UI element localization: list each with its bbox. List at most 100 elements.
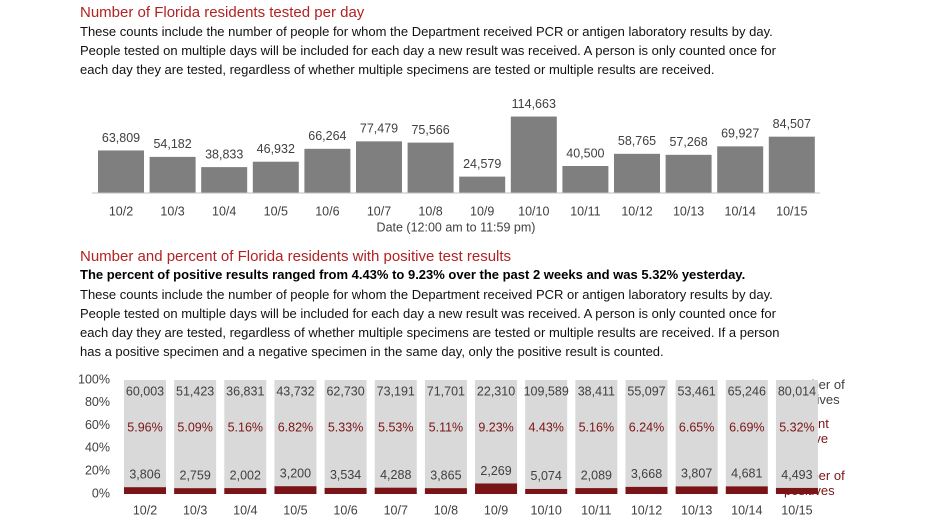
- positive-segment: [575, 488, 618, 494]
- value-label: 24,579: [463, 157, 501, 171]
- x-tick-label: 10/4: [233, 503, 257, 517]
- positives-label: 3,806: [129, 468, 160, 482]
- value-label: 77,479: [360, 122, 398, 136]
- bar: [768, 136, 815, 193]
- x-tick-label: 10/5: [283, 503, 307, 517]
- x-tick-label: 10/9: [484, 503, 508, 517]
- x-tick-label: 10/3: [160, 204, 184, 218]
- x-tick-label: 10/14: [725, 204, 756, 218]
- x-tick-label: 10/2: [109, 204, 133, 218]
- description: These counts include the number of peopl…: [80, 24, 776, 77]
- value-label: 57,268: [669, 135, 707, 149]
- positive-segment: [224, 488, 267, 494]
- bar: [407, 142, 454, 193]
- negatives-label: 55,097: [627, 384, 665, 398]
- bar-background: [374, 380, 417, 494]
- x-tick-label: 10/12: [631, 503, 662, 517]
- value-label: 66,264: [308, 129, 346, 143]
- bar: [149, 156, 196, 193]
- value-label: 58,765: [618, 134, 656, 148]
- value-label: 75,566: [411, 123, 449, 137]
- percent-label: 5.09%: [177, 420, 212, 434]
- x-tick-label: 10/10: [518, 204, 549, 218]
- x-tick-label: 10/11: [581, 503, 611, 517]
- negatives-label: 60,003: [126, 384, 164, 398]
- positives-label: 2,269: [480, 464, 511, 478]
- positive-segment: [324, 487, 367, 494]
- bar: [252, 161, 299, 193]
- negatives-label: 62,730: [326, 384, 364, 398]
- bar-background: [124, 380, 166, 494]
- x-tick-label: 10/12: [621, 204, 652, 218]
- value-label: 54,182: [153, 137, 191, 151]
- x-tick-label: 10/5: [264, 204, 288, 218]
- y-tick-label: 20%: [85, 463, 110, 477]
- summary: The percent of positive results ranged f…: [80, 267, 746, 282]
- x-tick-label: 10/8: [434, 503, 458, 517]
- bar-background: [725, 380, 768, 494]
- bar: [717, 146, 764, 193]
- x-tick-label: 10/8: [418, 204, 442, 218]
- value-label: 40,500: [566, 146, 604, 160]
- percent-label: 5.53%: [378, 420, 413, 434]
- negatives-label: 36,831: [226, 384, 264, 398]
- negatives-label: 51,423: [176, 384, 214, 398]
- x-tick-label: 10/14: [731, 503, 762, 517]
- x-axis-label: Date (12:00 am to 11:59 pm): [377, 220, 536, 234]
- positives-label: 4,681: [731, 467, 762, 481]
- x-tick-label: 10/6: [333, 503, 357, 517]
- negatives-label: 22,310: [477, 384, 515, 398]
- percent-label: 6.65%: [679, 420, 714, 434]
- positive-segment: [675, 486, 718, 494]
- bar-background: [224, 380, 267, 494]
- positives-label: 4,493: [781, 468, 812, 482]
- positives-label: 3,534: [330, 468, 361, 482]
- x-tick-label: 10/9: [470, 204, 494, 218]
- positive-segment: [725, 486, 768, 494]
- y-tick-label: 40%: [85, 441, 110, 455]
- percent-label: 6.24%: [629, 420, 664, 434]
- positives-label: 3,668: [631, 467, 662, 481]
- bar: [665, 154, 712, 193]
- positives-label: 2,002: [230, 468, 261, 482]
- bar: [304, 148, 351, 193]
- positive-segment: [174, 488, 217, 494]
- positives-label: 2,089: [581, 468, 612, 482]
- x-tick-label: 10/6: [315, 204, 339, 218]
- x-tick-label: 10/15: [776, 204, 807, 218]
- negatives-label: 109,589: [524, 384, 569, 398]
- bar: [459, 176, 506, 193]
- percent-label: 4.43%: [528, 420, 563, 434]
- positives-label: 4,288: [380, 468, 411, 482]
- x-tick-label: 10/7: [384, 503, 408, 517]
- x-tick-label: 10/10: [531, 503, 562, 517]
- bar-background: [174, 380, 217, 494]
- percent-label: 5.32%: [779, 420, 814, 434]
- bar: [98, 150, 144, 193]
- bar-background: [324, 380, 367, 494]
- value-label: 69,927: [721, 127, 759, 141]
- y-tick-label: 80%: [85, 395, 110, 409]
- positives-label: 2,759: [180, 468, 211, 482]
- positive-segment: [274, 486, 317, 494]
- positive-segment: [625, 486, 668, 494]
- value-label: 38,833: [205, 147, 243, 161]
- positives-label: 3,807: [681, 467, 712, 481]
- value-label: 46,932: [257, 142, 295, 156]
- x-tick-label: 10/13: [681, 503, 712, 517]
- section-title: Number of Florida residents tested per d…: [80, 4, 365, 21]
- section-title: Number and percent of Florida residents …: [80, 248, 512, 265]
- value-label: 114,663: [512, 97, 556, 111]
- positive-segment: [475, 483, 518, 494]
- percent-label: 5.11%: [429, 420, 464, 434]
- negatives-label: 65,246: [728, 384, 766, 398]
- negatives-label: 38,411: [578, 384, 615, 398]
- bar-background: [625, 380, 668, 494]
- percent-label: 9.23%: [478, 420, 513, 434]
- x-tick-label: 10/4: [212, 204, 236, 218]
- bar: [510, 116, 557, 193]
- x-tick-label: 10/3: [183, 503, 207, 517]
- positives-label: 3,200: [280, 467, 311, 481]
